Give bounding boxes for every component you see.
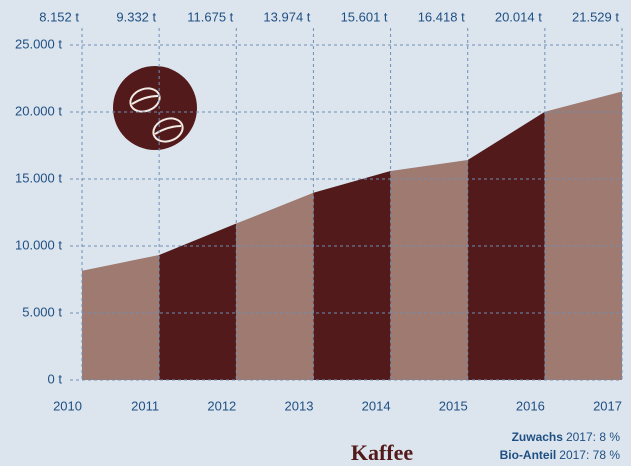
- annotation-text: 2017: 78 %: [559, 448, 620, 462]
- value-label: 15.601 t: [341, 9, 388, 24]
- y-tick-label: 5.000 t: [22, 304, 62, 319]
- annotation: Bio-Anteil 2017: 78 %: [500, 448, 621, 462]
- area-segment: [313, 170, 391, 380]
- x-tick-label: 2010: [53, 398, 82, 413]
- y-tick-label: 20.000 t: [15, 103, 62, 118]
- x-tick-label: 2013: [285, 398, 314, 413]
- value-label: 11.675 t: [187, 9, 233, 24]
- x-tick-label: 2011: [131, 398, 159, 413]
- value-label: 13.974 t: [263, 9, 310, 24]
- area-segment: [544, 91, 622, 380]
- y-tick-label: 15.000 t: [15, 170, 62, 185]
- y-tick-label: 25.000 t: [15, 36, 62, 51]
- x-tick-label: 2015: [439, 398, 468, 413]
- value-label: 16.418 t: [418, 9, 465, 24]
- value-label: 20.014 t: [495, 9, 542, 24]
- value-label: 21.529 t: [572, 9, 619, 24]
- annotation-text: 2017: 8 %: [566, 430, 620, 444]
- x-tick-label: 2012: [207, 398, 236, 413]
- y-tick-label: 10.000 t: [15, 237, 62, 252]
- annotation-label: Bio-Anteil: [500, 448, 557, 462]
- area-segment: [236, 192, 314, 380]
- annotation-label: Zuwachs: [512, 430, 564, 444]
- value-label: 9.332 t: [116, 9, 156, 24]
- x-tick-label: 2014: [362, 398, 391, 413]
- x-tick-label: 2017: [593, 398, 622, 413]
- x-tick-label: 2016: [516, 398, 545, 413]
- area-segment: [390, 159, 468, 380]
- value-label: 8.152 t: [39, 9, 79, 24]
- chart-title: Kaffee: [351, 440, 414, 465]
- area-segment: [159, 223, 237, 380]
- area-segment: [82, 254, 160, 380]
- coffee-icon: [113, 66, 197, 150]
- y-tick-label: 0 t: [48, 371, 63, 386]
- annotation: Zuwachs 2017: 8 %: [512, 430, 621, 444]
